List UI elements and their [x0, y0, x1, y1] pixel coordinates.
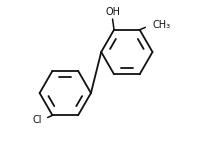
Text: CH₃: CH₃ — [153, 20, 171, 30]
Text: OH: OH — [106, 7, 121, 17]
Text: Cl: Cl — [33, 115, 42, 125]
